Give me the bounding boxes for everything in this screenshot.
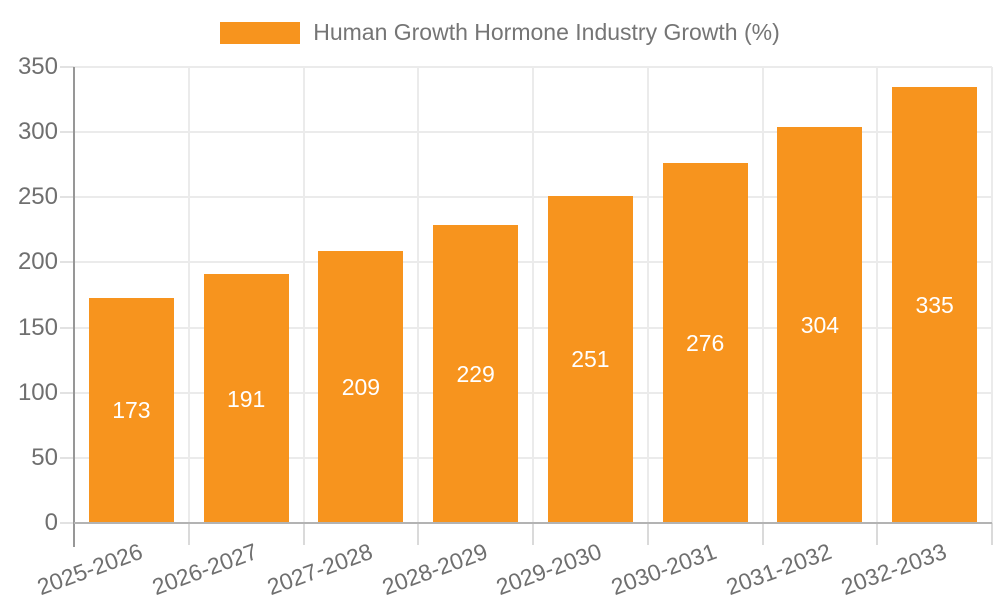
chart-legend[interactable]: Human Growth Hormone Industry Growth (%) [0,19,1000,46]
bar-value-label: 251 [571,346,610,373]
bar[interactable] [433,224,519,523]
bar[interactable] [203,274,289,523]
bar-value-label: 191 [226,385,266,412]
y-axis-tick [60,66,74,68]
x-gridline [876,67,879,523]
x-axis-tick [876,523,879,545]
y-axis-tick-label: 350 [17,53,58,80]
bar-value-label: 304 [800,311,840,338]
y-axis-tick [60,131,74,134]
y-axis-tick-label: 100 [17,378,58,406]
x-axis-tick [761,523,764,545]
x-gridline [417,67,420,523]
legend-label: Human Growth Hormone Industry Growth (%) [313,19,780,45]
bar[interactable] [777,126,863,523]
x-gridline [532,67,534,523]
y-axis-tick [60,456,74,459]
x-gridline [991,67,993,523]
y-axis-tick-label: 200 [17,248,58,276]
x-gridline [187,67,190,523]
y-axis-tick-label: 250 [17,183,58,211]
bar[interactable] [318,250,404,523]
x-gridline [646,67,649,523]
y-axis-tick-label: 300 [17,118,58,146]
legend-swatch [220,21,301,44]
y-axis-tick-label: 150 [17,313,58,341]
bar-value-label: 276 [685,330,725,357]
x-axis-tick [187,523,190,545]
y-axis-tick [60,522,74,524]
x-gridline [761,67,764,523]
bar[interactable] [662,163,748,523]
y-axis-tick [60,196,74,199]
x-gridline [302,67,305,523]
y-axis-tick [60,261,74,264]
y-axis-tick [60,326,74,329]
x-axis-tick [646,523,649,545]
bar-value-label: 173 [112,397,151,424]
x-axis-tick [417,523,420,545]
x-axis-tick [991,523,993,545]
x-axis-tick [532,523,534,545]
bar[interactable] [547,195,633,523]
bar[interactable] [88,297,174,523]
bar-value-label: 229 [456,360,495,387]
bar[interactable] [892,86,978,523]
y-axis-line [73,67,75,547]
x-axis-line [74,522,992,524]
bar-value-label: 209 [341,373,381,400]
y-axis-tick [60,391,74,394]
y-axis-tick-label: 0 [44,509,58,536]
bar-value-label: 335 [915,291,954,318]
y-axis-tick-label: 50 [31,443,58,471]
x-axis-tick [302,523,305,545]
